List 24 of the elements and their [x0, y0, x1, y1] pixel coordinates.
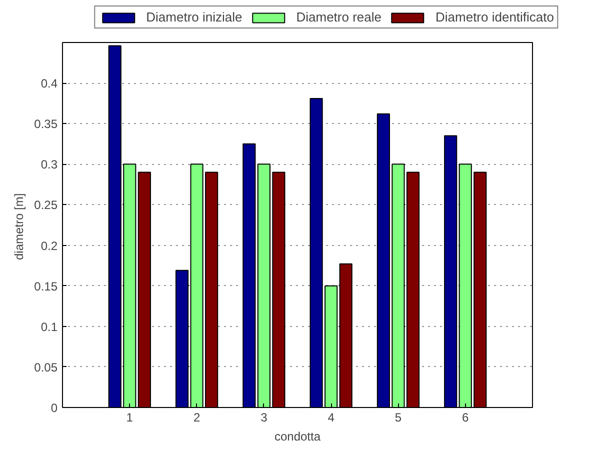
legend-label: Diametro reale	[296, 10, 382, 24]
x-tick-label: 6	[462, 410, 470, 424]
y-tick-label: 0.3	[40, 158, 58, 172]
bar	[138, 172, 151, 408]
bar	[339, 263, 352, 408]
bar	[242, 143, 256, 408]
y-tick-label: 0.1	[40, 320, 58, 334]
y-tick-label: 0.4	[40, 76, 58, 91]
x-axis-title: condotta	[274, 430, 321, 444]
y-axis-title: diametro [m]	[12, 193, 26, 260]
legend-label: Diametro iniziale	[146, 10, 242, 24]
x-tick-label: 1	[126, 410, 134, 424]
y-tick-label: 0.35	[34, 117, 58, 132]
y-tick-label: 0.15	[34, 279, 58, 294]
x-tick-label: 4	[328, 410, 335, 424]
y-tick-label: 0.05	[34, 360, 58, 374]
x-tick-label: 3	[260, 410, 268, 424]
y-tick-label: 0.25	[34, 198, 58, 212]
legend-label: Diametro identificato	[436, 10, 554, 24]
x-tick-label: 5	[394, 410, 402, 424]
y-tick-label: 0	[50, 401, 58, 415]
x-tick-label: 2	[193, 410, 200, 424]
y-tick-label: 0.2	[40, 238, 58, 253]
bar	[444, 135, 458, 408]
